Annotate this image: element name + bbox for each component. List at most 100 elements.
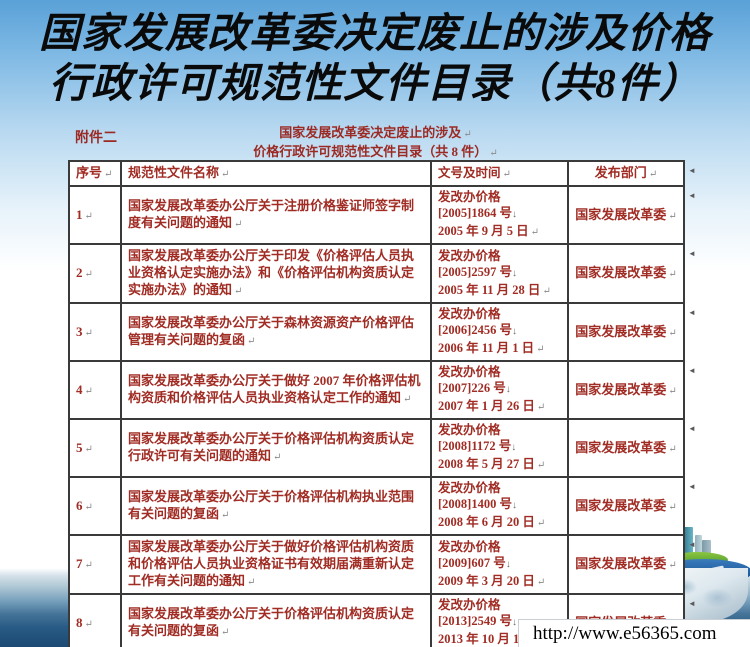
doc-number-text: [2008]1172 号 — [438, 439, 512, 453]
paragraph-mark-icon: ↵ — [247, 336, 256, 347]
doc-number-line: 发改办价格 — [438, 306, 561, 322]
line-break-icon: ↓ — [505, 558, 511, 570]
table-row: 6 ↵ 国家发展改革委办公厅关于价格评估机构执业范围有关问题的复函 ↵ 发改办价格 … — [68, 476, 702, 536]
table-heading-text: 价格行政许可规范性文件目录（共 8 件） — [253, 144, 488, 159]
issuing-dept-cell: 国家发展改革委↵ — [567, 185, 685, 245]
document-name: 国家发展改革委办公厅关于价格评估机构执业范围有关问题的复函 — [128, 489, 415, 521]
row-number: 5 — [76, 439, 83, 455]
row-end-marker: ◄ — [684, 594, 702, 647]
doc-number-text: 发改办价格 — [438, 423, 501, 437]
line-break-icon: ↓ — [505, 384, 511, 395]
issuing-dept-cell: 国家发展改革委↵ — [567, 302, 685, 362]
paragraph-mark-icon: ↵ — [668, 560, 677, 571]
doc-number-text: 发改办价格 — [438, 365, 501, 379]
table-heading-line-1: 国家发展改革委决定废止的涉及 ↵ — [68, 124, 683, 143]
row-number: 2 — [76, 265, 83, 280]
doc-date-text: 2007 年 1 月 26 日 — [438, 399, 535, 413]
document-number-cell: 发改办价格 [2009]607 号↓ 2009 年 3 月 20 日 ↵ — [430, 534, 569, 595]
doc-number-line: [2005]2597 号↓ — [438, 264, 561, 282]
doc-number-line: [2013]2549 号↓ — [438, 613, 561, 631]
row-end-marker: ◄ — [684, 477, 702, 535]
doc-date-line: 2005 年 11 月 28 日 ↵ — [438, 282, 561, 300]
row-end-marker: ◄ — [684, 303, 702, 361]
doc-number-text: [2006]2456 号 — [438, 323, 512, 337]
issuing-dept: 国家发展改革委 — [575, 556, 667, 571]
paragraph-mark-icon: ↵ — [463, 129, 472, 140]
row-end-icon: ◄ — [688, 424, 696, 433]
doc-number-text: 发改办价格 — [438, 598, 501, 612]
attachment-label: 附件二 — [75, 131, 117, 146]
document-number-cell: 发改办价格 [2008]1172 号↓ 2008 年 5 月 27 日 ↵ — [430, 418, 569, 478]
paragraph-mark-icon: ↵ — [273, 452, 282, 463]
table-row: 8 ↵ 国家发展改革委办公厅关于价格评估机构资质认定有关问题的复函 ↵ 发改办价格 … — [68, 593, 702, 647]
doc-date-text: 2005 年 9 月 5 日 — [438, 224, 529, 238]
row-end-icon: ◄ — [688, 191, 696, 200]
doc-date-line: 2008 年 6 月 20 日 ↵ — [438, 514, 561, 532]
doc-number-text: 发改办价格 — [438, 307, 501, 321]
doc-date-text: 2009 年 3 月 20 日 — [438, 573, 535, 588]
document-name-cell: 国家发展改革委办公厅关于价格评估机构资质认定行政许可有关问题的通知 ↵ — [120, 418, 432, 478]
paragraph-mark-icon: ↵ — [84, 501, 93, 513]
doc-number-line: 发改办价格 — [438, 480, 561, 496]
paragraph-mark-icon: ↵ — [221, 510, 230, 521]
line-break-icon: ↓ — [511, 442, 517, 453]
line-break-icon: ↓ — [511, 267, 517, 279]
paragraph-mark-icon: ↵ — [668, 269, 677, 280]
doc-number-line: [2008]1400 号↓ — [438, 496, 561, 514]
paragraph-mark-icon: ↵ — [668, 385, 677, 397]
doc-number-line: 发改办价格 — [438, 597, 561, 613]
paragraph-mark-icon: ↵ — [221, 627, 230, 638]
header-no-cell: 序号 ↵ — [68, 160, 122, 187]
doc-number-text: [2009]607 号 — [438, 555, 506, 570]
document-name: 国家发展改革委办公厅关于价格评估机构资质认定有关问题的复函 — [128, 606, 415, 638]
row-number: 3 — [76, 323, 83, 339]
document-name: 国家发展改革委办公厅关于价格评估机构资质认定行政许可有关问题的通知 — [128, 431, 415, 463]
doc-date-line: 2005 年 9 月 5 日 ↵ — [438, 223, 561, 241]
slide-title-line-1: 国家发展改革委决定废止的涉及价格 — [39, 10, 711, 56]
doc-date-line: 2006 年 11 月 1 日 ↵ — [438, 340, 561, 358]
doc-number-text: [2007]226 号 — [438, 381, 506, 395]
doc-number-line: [2006]2456 号↓ — [438, 322, 561, 340]
doc-number-line: 发改办价格 — [438, 189, 561, 205]
issuing-dept-cell: 国家发展改革委↵ — [567, 418, 685, 478]
line-break-icon: ↓ — [511, 209, 517, 220]
document-number-cell: 发改办价格 [2006]2456 号↓ 2006 年 11 月 1 日 ↵ — [430, 302, 569, 362]
paragraph-mark-icon: ↵ — [84, 269, 93, 280]
row-number-cell: 1 ↵ — [68, 185, 122, 245]
slide-title: 国家发展改革委决定废止的涉及价格 行政许可规范性文件目录（共8件） — [0, 8, 750, 108]
table-row: 1 ↵ 国家发展改革委办公厅关于注册价格鉴证师签字制度有关问题的通知 ↵ 发改办价格… — [68, 185, 702, 245]
row-end-icon: ◄ — [688, 482, 696, 491]
doc-number-text: 发改办价格 — [438, 539, 501, 554]
issuing-dept: 国家发展改革委 — [575, 439, 667, 455]
slide-title-line-2: 行政许可规范性文件目录（共8件） — [49, 60, 701, 106]
paragraph-mark-icon: ↵ — [536, 344, 545, 355]
row-end-icon: ◄ — [688, 166, 696, 175]
header-name-label: 规范性文件名称 — [128, 165, 220, 180]
issuing-dept-cell: 国家发展改革委↵ — [567, 476, 685, 536]
table-heading-line-2: 价格行政许可规范性文件目录（共 8 件） ↵ — [68, 143, 683, 162]
doc-number-text: [2008]1400 号 — [438, 497, 512, 511]
row-number: 1 — [76, 206, 83, 222]
doc-date-text: 2013 年 10 月 17 日 — [438, 632, 542, 646]
doc-number-text: [2005]2597 号 — [438, 264, 512, 279]
paragraph-mark-icon: ↵ — [84, 618, 93, 630]
document-name: 国家发展改革委办公厅关于森林资源资产价格评估管理有关问题的复函 — [128, 315, 415, 347]
paragraph-mark-icon: ↵ — [84, 560, 93, 571]
paragraph-mark-icon: ↵ — [536, 518, 546, 529]
table-heading: 国家发展改革委决定废止的涉及 ↵ 价格行政许可规范性文件目录（共 8 件） ↵ — [68, 124, 683, 162]
document-name-cell: 国家发展改革委办公厅关于价格评估机构执业范围有关问题的复函 ↵ — [120, 476, 432, 536]
website-url: http://www.e56365.com — [533, 623, 717, 644]
header-doc-label: 文号及时间 — [438, 165, 501, 180]
doc-date-line: 2007 年 1 月 26 日 ↵ — [438, 398, 561, 416]
row-number-cell: 5 ↵ — [68, 418, 122, 478]
row-end-marker: ◄ — [684, 535, 702, 594]
table-row: 2 ↵ 国家发展改革委办公厅关于印发《价格评估人员执业资格认定实施办法》和《价格评… — [68, 243, 702, 304]
row-end-icon: ◄ — [688, 249, 696, 258]
row-end-marker: ◄ — [684, 161, 702, 186]
document-number-cell: 发改办价格 [2005]2597 号↓ 2005 年 11 月 28 日 ↵ — [430, 243, 569, 304]
doc-date-line: 2008 年 5 月 27 日 ↵ — [438, 456, 561, 474]
row-end-icon: ◄ — [688, 599, 696, 608]
building-icon — [702, 540, 711, 561]
paragraph-mark-icon: ↵ — [648, 169, 658, 180]
